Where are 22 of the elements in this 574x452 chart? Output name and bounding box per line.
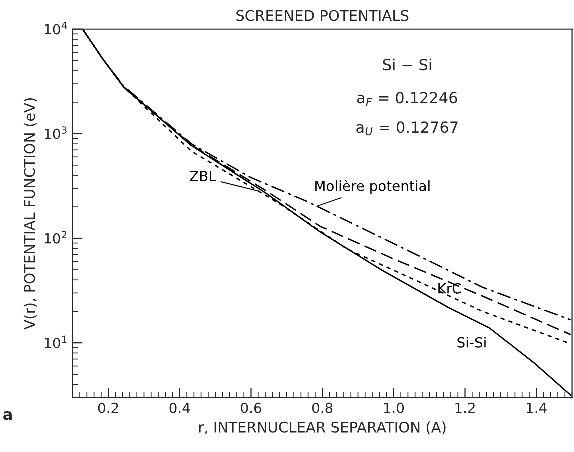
y-tick-label: 10$^{2}$ (45, 231, 67, 244)
y-tick-label: 10$^{4}$ (45, 22, 68, 35)
y-axis-title: V(r), POTENTIAL FUNCTION (eV) (24, 98, 37, 330)
chart-title: SCREENED POTENTIALS (236, 10, 409, 22)
series-label: KrC (438, 283, 462, 294)
x-tick-label: 0.6 (241, 402, 262, 414)
series-label: Si-Si (458, 337, 486, 348)
x-axis-title: r, INTERNUCLEAR SEPARATION (A) (199, 422, 446, 435)
y-tick-label: 10$^{3}$ (45, 126, 67, 140)
x-tick-label: 1.0 (384, 402, 404, 414)
text: a (4, 412, 12, 420)
annotation: a$_{F}$ = 0.12246 (357, 92, 458, 106)
y-tick-label: 10$^{1}$ (45, 336, 67, 348)
x-tick-label: 0.8 (312, 402, 333, 414)
series-label: Molière potential (316, 180, 430, 194)
x-tick-label: 1.2 (456, 402, 475, 414)
annotation: Si − Si (383, 58, 432, 71)
annotation: a$_{U}$ = 0.12767 (356, 122, 458, 136)
x-tick-label: 0.2 (98, 402, 118, 414)
x-tick-label: 1.4 (527, 403, 547, 414)
series-label: ZBL (190, 171, 216, 182)
x-tick-label: 0.4 (170, 402, 190, 414)
